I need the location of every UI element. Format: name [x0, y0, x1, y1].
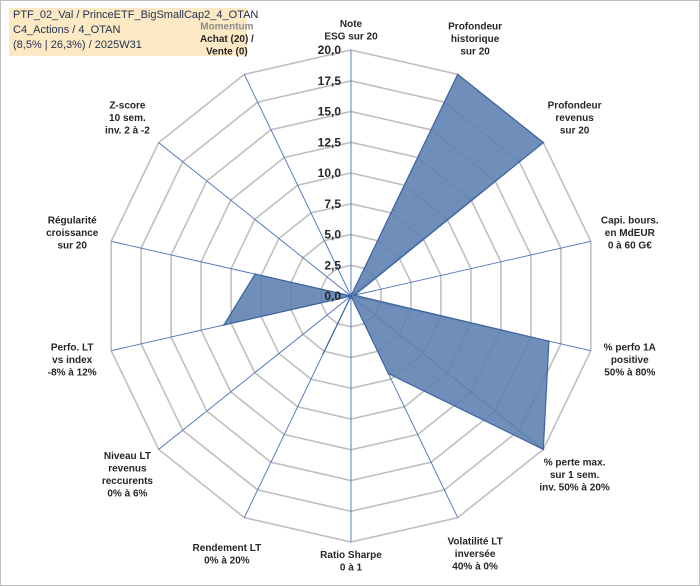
axis-label-line: reccurents — [102, 476, 154, 487]
axis-label-6: Volatilité LT inversée 40% à 0% — [448, 537, 503, 573]
axis-label-line: -8% à 12% — [48, 368, 97, 379]
axis-label-line: 0% à 6% — [107, 489, 147, 500]
axis-label-11: Régularité croissance sur 20 — [46, 215, 99, 251]
axis-label-line: Ratio Sharpe — [320, 550, 382, 561]
axis-label-line: sur 20 — [560, 126, 590, 137]
axis-label-line: Capi. bours. — [601, 215, 659, 226]
tick-label-7: 17,5 — [318, 74, 342, 88]
axis-label-line: Rendement LT — [193, 543, 262, 554]
axis-label-line: 0% à 20% — [204, 555, 250, 566]
axis-label-line: sur 20 — [57, 240, 87, 251]
axis-label-line: 0 à 1 — [340, 562, 363, 573]
data-point-1 — [456, 73, 459, 76]
axis-label-line: ESG sur 20 — [324, 31, 378, 42]
data-point-3 — [353, 294, 356, 297]
axis-label-line: Profondeur — [448, 21, 502, 32]
axis-label-line: Vente (0) — [206, 46, 248, 57]
axis-label-line: Z-score — [109, 101, 146, 112]
tick-label-1: 2,5 — [324, 258, 341, 272]
axis-label-line: historique — [451, 34, 500, 45]
axis-label-line: inv. 50% à 20% — [539, 482, 610, 493]
axis-label-1: Profondeur historique sur 20 — [448, 21, 502, 57]
data-point-8 — [322, 352, 325, 355]
tick-label-layer: 0,0 2,5 5,0 7,5 10,0 12,5 15,0 17,5 20,0 — [318, 43, 342, 303]
portfolio-name: PTF_02_Val / PrinceETF_BigSmallCap2_4_OT… — [13, 9, 259, 21]
chart-header: PTF_02_Val / PrinceETF_BigSmallCap2_4_OT… — [9, 8, 259, 56]
axis-label-line: positive — [611, 355, 649, 366]
axis-label-line: Volatilité LT — [448, 537, 503, 548]
tick-label-5: 12,5 — [318, 135, 342, 149]
axis-label-line: 50% à 80% — [604, 368, 655, 379]
axis-label-line: 40% à 0% — [452, 562, 498, 573]
axis-label-10: Perfo. LT vs index -8% à 12% — [48, 343, 97, 379]
axis-label-line: sur 20 — [460, 46, 490, 57]
axis-label-line: Achat (20) / — [200, 34, 254, 45]
axis-spoke-3 — [350, 240, 591, 297]
axis-label-4: % perfo 1A positive 50% à 80% — [604, 343, 656, 379]
data-point-5 — [542, 448, 545, 451]
axis-label-line: en MdEUR — [605, 228, 656, 239]
axis-label-line: Profondeur — [548, 101, 602, 112]
axis-label-2: Profondeur revenus sur 20 — [548, 101, 602, 137]
axis-label-line: Momentum — [200, 21, 253, 32]
tick-label-2: 5,0 — [324, 228, 341, 242]
axis-label-line: Régularité — [48, 215, 97, 226]
portfolio-stats: (8,5% | 26,3%) / 2025W31 — [13, 39, 142, 51]
series-layer — [222, 73, 550, 451]
data-point-2 — [542, 141, 545, 144]
data-point-10 — [223, 324, 225, 326]
axis-label-0: Note ESG sur 20 — [324, 19, 378, 43]
tick-label-4: 10,0 — [318, 166, 342, 180]
axis-label-line: revenus — [108, 464, 147, 475]
axis-label-13: Momentum Achat (20) / Vente (0) — [200, 21, 254, 57]
axis-label-3: Capi. bours. en MdEUR 0 à 60 G€ — [601, 215, 659, 251]
tick-label-3: 7,5 — [324, 197, 341, 211]
axis-label-12: Z-score 10 sem. inv. 2 à -2 — [105, 101, 150, 137]
axis-label-line: sur 1 sem. — [550, 470, 600, 481]
axis-label-line: inversée — [455, 549, 496, 560]
axis-label-line: revenus — [555, 113, 594, 124]
axis-label-5: % perte max. sur 1 sem. inv. 50% à 20% — [539, 457, 610, 493]
axis-label-9: Niveau LT revenus reccurents 0% à 6% — [102, 451, 154, 500]
axis-label-line: inv. 2 à -2 — [105, 126, 150, 137]
axis-label-line: 10 sem. — [109, 113, 146, 124]
data-point-6 — [387, 372, 390, 375]
axis-spoke-12 — [158, 142, 352, 297]
axis-label-line: % perfo 1A — [604, 343, 656, 354]
data-point-11 — [254, 273, 256, 275]
data-point-4 — [548, 340, 550, 343]
portfolio-category: C4_Actions / 4_OTAN — [13, 24, 121, 36]
tick-label-8: 20,0 — [318, 43, 342, 57]
data-point-13 — [350, 295, 352, 297]
axis-label-line: Perfo. LT — [51, 343, 94, 354]
axis-label-line: 0 à 60 G€ — [608, 240, 652, 251]
axis-label-line: Niveau LT — [104, 451, 151, 462]
axis-label-8: Rendement LT 0% à 20% — [193, 543, 262, 567]
axis-spoke-9 — [158, 295, 352, 450]
tick-label-0: 0,0 — [324, 289, 341, 303]
axis-label-line: % perte max. — [544, 457, 606, 468]
axis-spoke-13 — [243, 74, 352, 297]
tick-label-6: 15,0 — [318, 105, 342, 119]
axis-label-line: vs index — [52, 355, 92, 366]
axis-label-line: Note — [340, 19, 363, 30]
axis-label-7: Ratio Sharpe 0 à 1 — [320, 550, 382, 574]
axis-label-line: croissance — [46, 228, 99, 239]
